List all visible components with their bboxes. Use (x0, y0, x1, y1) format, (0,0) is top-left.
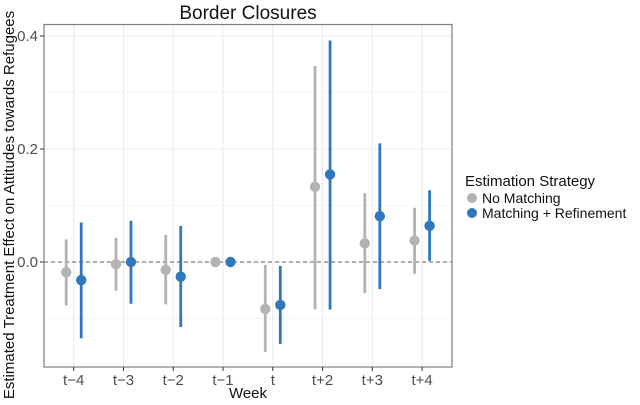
y-tick-label: 0.2 (17, 141, 38, 158)
data-point (76, 274, 87, 286)
chart-title: Border Closures (179, 3, 316, 24)
gridlines (44, 24, 452, 367)
legend-label-no-matching: No Matching (482, 190, 561, 206)
legend-item-matching-refinement: Matching + Refinement (467, 205, 626, 221)
y-tick-label: 0.0 (17, 254, 38, 271)
legend-item-no-matching: No Matching (467, 190, 561, 206)
legend-swatch-matching-refinement (467, 208, 477, 218)
x-tick-label: t−3 (113, 372, 134, 389)
y-axis-label: Estimated Treatment Effect on Attitudes … (1, 11, 18, 399)
plot-border (43, 23, 453, 368)
x-tick-label: t−4 (63, 372, 84, 389)
data-point (110, 259, 122, 270)
data-point (260, 303, 271, 315)
x-tick-label: t+3 (362, 372, 383, 389)
legend-label-matching-refinement: Matching + Refinement (482, 205, 626, 221)
data-point (409, 235, 420, 246)
x-axis-label: Week (229, 385, 268, 402)
data-point (60, 266, 72, 278)
point-estimates (60, 169, 435, 315)
plot-background (44, 24, 452, 367)
data-point (309, 181, 321, 193)
x-tick-label: t+4 (411, 372, 432, 389)
data-point (424, 220, 435, 232)
data-point (374, 211, 386, 222)
legend-title: Estimation Strategy (465, 173, 596, 190)
legend-swatch-no-matching (467, 193, 477, 203)
legend: Estimation Strategy No Matching Matching… (465, 173, 626, 221)
x-tick-label: t (271, 372, 276, 389)
x-tick-label: t−1 (212, 372, 233, 389)
plot-panel (43, 23, 453, 368)
data-point (359, 238, 371, 249)
data-point (175, 271, 186, 282)
data-point (324, 169, 336, 180)
y-axis: 0.0 0.2 0.4 (17, 28, 44, 271)
y-tick-label: 0.4 (17, 28, 38, 45)
data-point (125, 256, 137, 268)
data-point (210, 256, 221, 268)
data-point (225, 256, 236, 268)
x-tick-label: t+2 (312, 372, 333, 389)
data-point (160, 264, 171, 276)
x-tick-label: t−2 (163, 372, 184, 389)
x-axis: t−4 t−3 t−2 t−1 t t+2 t+3 t+4 (63, 367, 433, 389)
data-point (275, 299, 286, 311)
